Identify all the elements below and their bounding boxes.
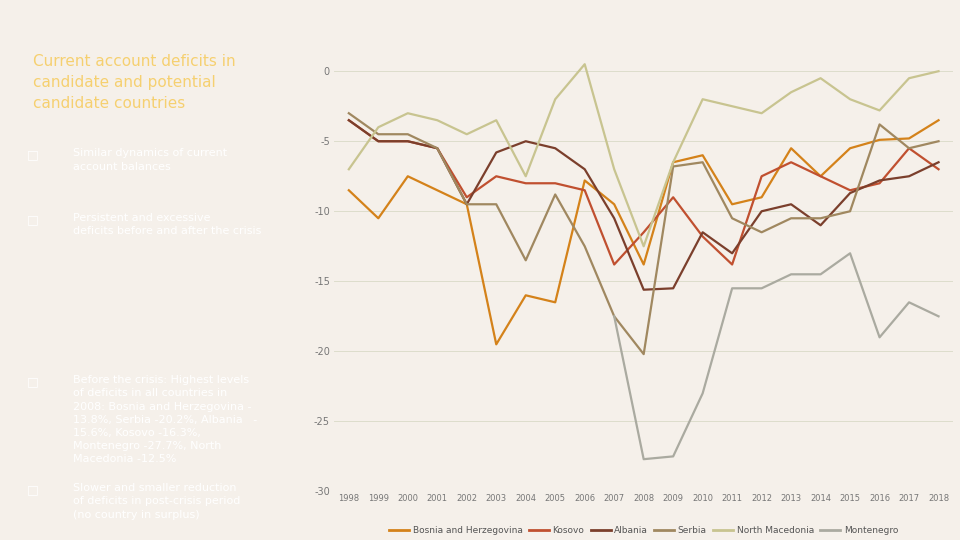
Text: □: □ [27,483,38,496]
Text: □: □ [27,375,38,388]
Legend: Bosnia and Herzegovina, Kosovo, Albania, Serbia, North Macedonia, Montenegro: Bosnia and Herzegovina, Kosovo, Albania,… [386,522,901,538]
Text: □: □ [27,213,38,226]
Text: Similar dynamics of current
account balances: Similar dynamics of current account bala… [73,148,227,172]
Text: Before the crisis: Highest levels
of deficits in all countries in
2008: Bosnia a: Before the crisis: Highest levels of def… [73,375,257,464]
Text: Slower and smaller reduction
of deficits in post-crisis period
(no country in su: Slower and smaller reduction of deficits… [73,483,240,519]
Text: Current account deficits in
candidate and potential
candidate countries: Current account deficits in candidate an… [33,54,236,111]
Text: □: □ [27,148,38,161]
Text: Persistent and excessive
deficits before and after the crisis: Persistent and excessive deficits before… [73,213,261,237]
